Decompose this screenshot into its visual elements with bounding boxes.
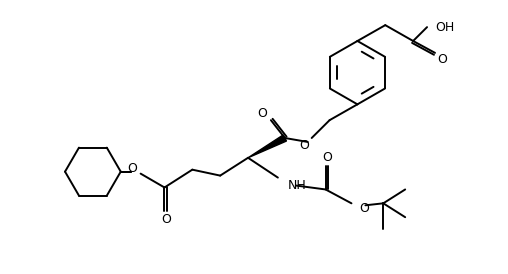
Text: O: O <box>299 139 309 152</box>
Text: O: O <box>162 213 171 226</box>
Text: OH: OH <box>435 21 454 34</box>
Text: O: O <box>437 53 447 66</box>
Text: O: O <box>128 162 138 175</box>
Polygon shape <box>248 135 287 158</box>
Text: O: O <box>257 107 267 120</box>
Text: NH: NH <box>288 179 306 192</box>
Text: O: O <box>360 202 369 215</box>
Text: O: O <box>323 151 333 164</box>
